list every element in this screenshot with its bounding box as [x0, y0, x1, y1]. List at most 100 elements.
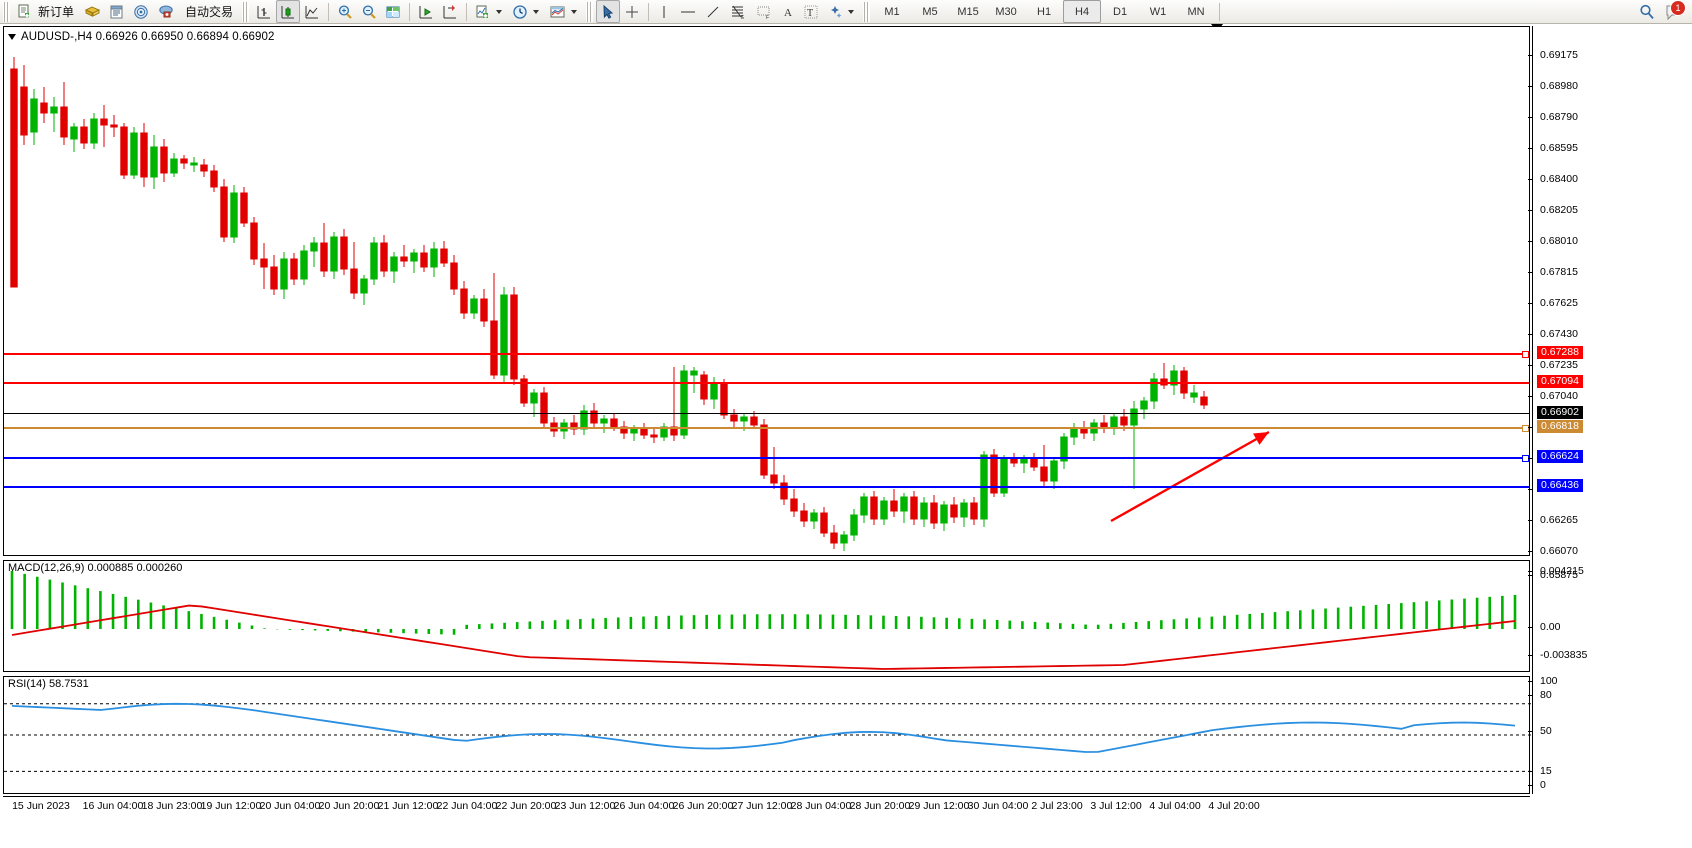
- price-line-support-2[interactable]: [4, 486, 1529, 488]
- vertical-line-button[interactable]: [653, 0, 675, 23]
- crosshair-button[interactable]: [620, 0, 644, 23]
- timeframe-m30[interactable]: M30: [995, 5, 1017, 18]
- price-line-resistance-2[interactable]: [4, 382, 1529, 384]
- price-tag-current-price: 0.66902: [1537, 406, 1583, 419]
- auto-trading-button[interactable]: 自动交易: [179, 0, 239, 23]
- channel-icon: F: [757, 6, 770, 20]
- auto-scroll-button[interactable]: [438, 0, 462, 23]
- rsi-tick: 50: [1528, 725, 1552, 737]
- trendline-button[interactable]: [701, 0, 725, 23]
- time-tick: 19 Jun 12:00: [200, 800, 262, 812]
- timeframe-m5[interactable]: M5: [922, 5, 938, 18]
- rsi-plot: [4, 702, 1531, 772]
- price-scale[interactable]: 0.69175 0.68980 0.68790 0.68595 0.68400 0.682…: [1528, 26, 1692, 794]
- shapes-caret-icon[interactable]: [848, 9, 855, 14]
- price-tag-resistance-1: 0.67288: [1537, 346, 1583, 359]
- price-scale-divider: [1532, 26, 1533, 794]
- period-button[interactable]: [508, 0, 545, 23]
- toolbar-grip-4[interactable]: [863, 1, 871, 22]
- macd-label-prefix: MACD(12,26,9): [8, 562, 88, 574]
- bar-chart-button[interactable]: [252, 0, 276, 23]
- timeframe-h4[interactable]: H4: [1063, 0, 1102, 23]
- candlestick-chart-button[interactable]: [276, 0, 301, 23]
- fibonacci-icon: E: [732, 5, 745, 20]
- navigator-button[interactable]: [129, 0, 154, 23]
- macd-plot: [10, 571, 1517, 670]
- price-line-handle[interactable]: [1522, 425, 1529, 432]
- alerts-button[interactable]: 1: [1660, 0, 1688, 23]
- channel-button[interactable]: F: [751, 0, 777, 23]
- time-tick: 28 Jun 20:00: [849, 800, 911, 812]
- cursor-button[interactable]: [596, 0, 621, 23]
- cursor-icon: [603, 4, 614, 19]
- symbol-dropdown-icon[interactable]: [8, 34, 16, 40]
- indicators-icon: [476, 5, 489, 18]
- time-scale[interactable]: 15 Jun 2023 16 Jun 04:00 18 Jun 23:00 19 Ju…: [3, 796, 1530, 819]
- time-tick: 3 Jul 12:00: [1090, 800, 1142, 812]
- svg-text:A: A: [784, 7, 792, 19]
- shift-end-button[interactable]: [414, 0, 438, 23]
- macd-value-main: 0.000885: [87, 562, 134, 574]
- price-line-handle[interactable]: [1522, 351, 1529, 358]
- price-tick: 0.66070: [1528, 545, 1578, 557]
- timeframe-mn[interactable]: MN: [1187, 5, 1205, 18]
- timeframe-h1[interactable]: H1: [1037, 5, 1052, 18]
- market-watch-button[interactable]: [154, 0, 179, 23]
- price-line-resistance-1[interactable]: [4, 353, 1529, 355]
- price-tick: 0.67815: [1528, 266, 1578, 278]
- price-line-current-price[interactable]: [4, 413, 1529, 414]
- time-tick: 20 Jun 20:00: [318, 800, 380, 812]
- symbol-header-text: AUDUSD-,H4 0.66926 0.66950 0.66894 0.669…: [21, 31, 275, 43]
- chart-area[interactable]: AUDUSD-,H4 0.66926 0.66950 0.66894 0.669…: [0, 24, 1692, 848]
- zoom-out-icon: [362, 4, 376, 19]
- rsi-pane[interactable]: RSI(14) 58.7531: [3, 676, 1531, 794]
- search-button[interactable]: [1634, 0, 1660, 23]
- timeframe-m15[interactable]: M15: [957, 5, 979, 18]
- price-line-pivot[interactable]: [4, 427, 1529, 429]
- data-window-button[interactable]: [105, 0, 129, 23]
- time-tick: 22 Jun 04:00: [436, 800, 498, 812]
- fibonacci-button[interactable]: E: [725, 0, 751, 23]
- text-label-icon: T: [804, 5, 818, 19]
- macd-tick: 0.00: [1528, 621, 1560, 633]
- rsi-tick: 100: [1528, 675, 1558, 687]
- candlestick-chart-icon: [281, 5, 295, 18]
- expert-advisors-button[interactable]: [80, 0, 105, 23]
- period-caret-icon[interactable]: [533, 9, 540, 14]
- timeframe-w1[interactable]: W1: [1149, 5, 1167, 18]
- expert-advisors-icon: [84, 5, 101, 17]
- horizontal-line-button[interactable]: [675, 0, 701, 23]
- macd-pane[interactable]: MACD(12,26,9) 0.000885 0.000260: [3, 560, 1530, 672]
- indicators-caret-icon[interactable]: [496, 9, 503, 14]
- toolbar-grip-2[interactable]: [242, 1, 250, 22]
- templates-button[interactable]: [545, 0, 583, 23]
- price-pane[interactable]: AUDUSD-,H4 0.66926 0.66950 0.66894 0.669…: [3, 26, 1530, 556]
- toolbar-grip-3[interactable]: [586, 1, 594, 22]
- tile-windows-button[interactable]: [381, 0, 405, 23]
- templates-caret-icon[interactable]: [571, 9, 578, 14]
- zoom-out-button[interactable]: [357, 0, 381, 23]
- timeframe-m1[interactable]: M1: [884, 5, 900, 18]
- time-tick: 16 Jun 04:00: [82, 800, 144, 812]
- zoom-in-button[interactable]: [333, 0, 357, 23]
- new-order-button[interactable]: 新订单: [13, 0, 80, 23]
- clock-icon: [513, 4, 527, 19]
- main-toolbar: 新订单: [0, 0, 1692, 24]
- text-button[interactable]: A: [777, 0, 799, 23]
- price-line-support-1[interactable]: [4, 457, 1529, 459]
- line-chart-button[interactable]: [300, 0, 324, 23]
- time-tick: 29 Jun 12:00: [908, 800, 970, 812]
- timeframe-d1[interactable]: D1: [1113, 5, 1128, 18]
- price-tag-support-1: 0.66624: [1537, 450, 1583, 463]
- shift-end-icon: [419, 5, 433, 18]
- annotation-arrow: [1110, 430, 1270, 523]
- text-label-button[interactable]: T: [799, 0, 823, 23]
- indicators-button[interactable]: [471, 0, 508, 23]
- market-watch-icon: [159, 5, 173, 17]
- toolbar-grip[interactable]: [3, 1, 10, 22]
- bar-chart-icon: [257, 5, 271, 18]
- alert-count-badge: 1: [1670, 0, 1686, 16]
- macd-tick: -0.003835: [1528, 649, 1587, 661]
- shapes-button[interactable]: [823, 0, 860, 23]
